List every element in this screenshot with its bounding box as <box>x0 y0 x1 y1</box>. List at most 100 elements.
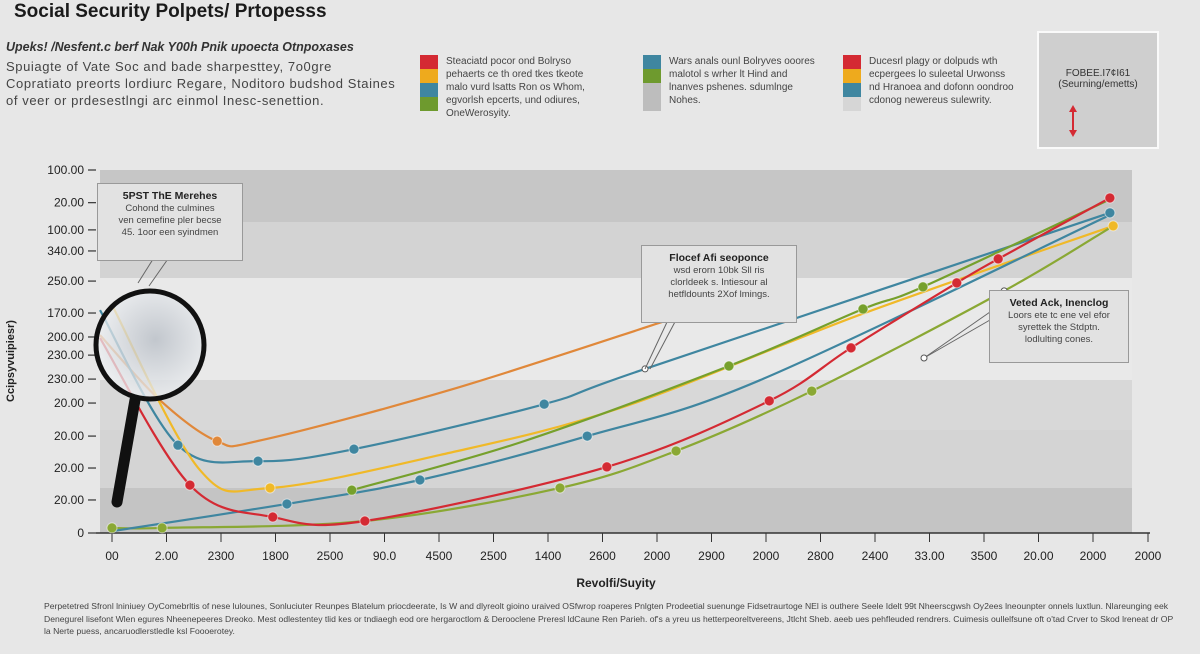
data-point-green-lower <box>156 522 168 534</box>
callout-line: Loors ete tc ene vel efor <box>1008 310 1110 321</box>
x-tick-label: 2.00 <box>155 549 179 563</box>
x-tick-label: 2000 <box>1135 549 1162 563</box>
callout-title: Flocef Afi seoponce <box>669 252 769 264</box>
data-point-teal-lower <box>414 474 426 486</box>
x-tick-label: 20.00 <box>1023 549 1053 563</box>
background-band <box>100 278 1132 380</box>
y-tick-label: 20.00 <box>54 196 84 210</box>
data-point-yellow <box>264 482 276 494</box>
page-title: Social Security Polpets/ Prtopesss <box>14 1 327 22</box>
x-tick-label: 2500 <box>480 549 507 563</box>
legend-swatches <box>420 55 438 120</box>
y-tick-label: 230.00 <box>47 372 84 386</box>
callout-line: hetfldounts 2Xof lmings. <box>668 289 770 300</box>
legend-swatch <box>420 97 438 111</box>
y-tick-label: 20.00 <box>54 429 84 443</box>
x-tick-label: 2000 <box>644 549 671 563</box>
legend-swatch <box>843 55 861 69</box>
data-point-teal-upper <box>1104 207 1116 219</box>
data-point-teal-upper <box>252 455 264 467</box>
data-point-teal-upper <box>348 443 360 455</box>
series-line-green-lower <box>111 224 1114 530</box>
data-point-green-upper <box>857 303 869 315</box>
x-tick-label: 2000 <box>1080 549 1107 563</box>
y-tick-label: 100.00 <box>47 163 84 177</box>
legend-group-2: Wars anals ounl Bolryves ooores malotol … <box>643 55 819 111</box>
y-tick-label: 20.00 <box>54 493 84 507</box>
y-tick-label: 200.00 <box>47 330 84 344</box>
data-point-green-lower <box>670 445 682 457</box>
background-band <box>100 380 1132 430</box>
x-tick-label: 3500 <box>971 549 998 563</box>
x-tick-label: 2600 <box>589 549 616 563</box>
callout-line: syrettek the Stdptn. <box>1018 322 1100 333</box>
legend-group-1: Steaciatd pocor ond Bolryso pehaerts ce … <box>420 55 596 120</box>
data-point-green-upper <box>346 484 358 496</box>
subtitle: Upeks! /Nesfent.c berf Nak Y00h Pnik upo… <box>6 40 354 54</box>
legend-swatch <box>643 55 661 69</box>
data-point-green-upper <box>723 360 735 372</box>
callout-line: ven cemefine pler becse <box>118 215 222 226</box>
data-point-red <box>992 253 1004 265</box>
callout-left: 5PST ThE Merehes Cohond the culmines ven… <box>97 183 243 261</box>
x-tick-label: 2300 <box>208 549 235 563</box>
y-tick-label: 100.00 <box>47 223 84 237</box>
callout-line: lodlulting cones. <box>1024 334 1094 345</box>
x-tick-label: 1800 <box>262 549 289 563</box>
data-point-teal-upper <box>172 439 184 451</box>
y-tick-label: 20.00 <box>54 396 84 410</box>
legend-text: Wars anals ounl Bolryves ooores malotol … <box>669 56 815 106</box>
callout-line: clorldeek s. Intiesour al <box>670 277 768 288</box>
data-point-red <box>845 342 857 354</box>
x-tick-label: 33.00 <box>914 549 944 563</box>
legend-text: Ducesrl plagy or dolpuds wth ecpergees l… <box>869 56 1014 106</box>
y-tick-label: 250.00 <box>47 274 84 288</box>
legend-swatches <box>643 55 661 111</box>
x-tick-label: 2500 <box>317 549 344 563</box>
background-band <box>100 430 1132 488</box>
x-tick-label: 1400 <box>535 549 562 563</box>
callout-title: Veted Ack, Inenclog <box>1009 297 1109 309</box>
data-point-green-lower <box>554 482 566 494</box>
callout-line: 45. 1oor een syindmen <box>121 227 219 238</box>
data-point-red <box>359 515 371 527</box>
legend-swatch <box>420 69 438 83</box>
legend-swatch <box>843 97 861 111</box>
x-tick-label: 4500 <box>426 549 453 563</box>
x-tick-label: 00 <box>105 549 119 563</box>
data-point-red <box>267 511 279 523</box>
data-point-green-upper <box>917 281 929 293</box>
legend-swatch <box>643 97 661 111</box>
callout-title: 5PST ThE Merehes <box>122 190 218 202</box>
callout-middle: Flocef Afi seoponce wsd erorn 10bk Sll r… <box>641 245 797 323</box>
x-tick-label: 2800 <box>807 549 834 563</box>
callout-right: Veted Ack, Inenclog Loors ete tc ene vel… <box>989 290 1129 363</box>
data-point-red <box>1104 192 1116 204</box>
data-point-red <box>763 395 775 407</box>
vertical-double-arrow-icon <box>1069 105 1077 137</box>
callout-line: Cohond the culmines <box>125 203 215 214</box>
info-box: FOBEE.I7¢I61 (Seurning/emetts) <box>1037 31 1159 149</box>
series-line-green-upper <box>351 199 1109 492</box>
legend-swatch <box>420 83 438 97</box>
y-tick-label: 340.00 <box>47 244 84 258</box>
legend-swatch <box>643 69 661 83</box>
x-tick-label: 2000 <box>753 549 780 563</box>
legend-swatch <box>843 83 861 97</box>
series-line-yellow <box>111 224 1114 493</box>
data-point-red <box>951 277 963 289</box>
background-band <box>100 170 1132 222</box>
legend-swatch <box>843 69 861 83</box>
y-axis-label: Ccipsyvuipiesr) <box>5 320 17 402</box>
info-box-line1: FOBEE.I7¢I61 <box>1065 68 1131 79</box>
data-point-red <box>601 461 613 473</box>
legend-text: Steaciatd pocor ond Bolryso pehaerts ce … <box>446 56 585 119</box>
data-point-yellow <box>1107 220 1119 232</box>
series-line-red <box>99 196 1111 527</box>
series-line-teal-lower <box>111 214 1111 533</box>
x-axis-label: Revolfi/Suyity <box>576 576 656 590</box>
y-tick-label: 170.00 <box>47 306 84 320</box>
intro-text: Spuiagte of Vate Soc and bade sharpestte… <box>6 59 396 108</box>
magnifier-icon <box>93 255 991 508</box>
x-tick-label: 2400 <box>862 549 889 563</box>
